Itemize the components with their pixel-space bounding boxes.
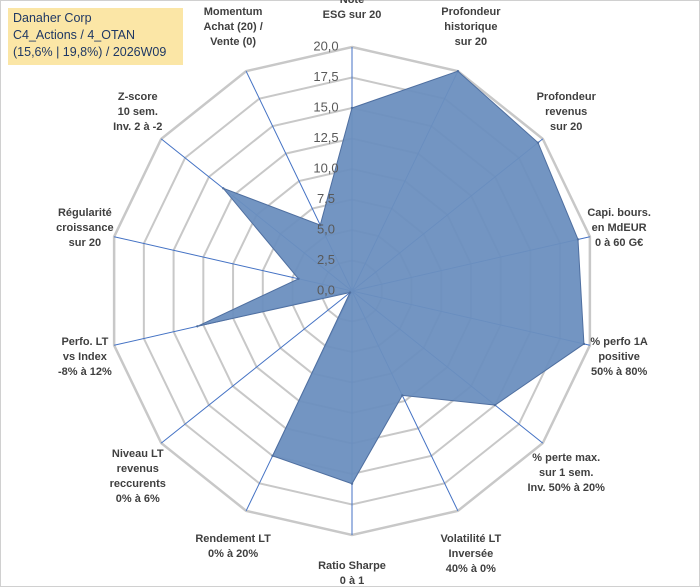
data-point (576, 238, 580, 241)
radial-tick-label: 10,0 (313, 160, 338, 175)
data-series-area (197, 70, 585, 485)
axis-label: Profondeur historique sur 20 (441, 6, 501, 48)
chart-title-box: Danaher Corp C4_Actions / 4_OTAN (15,6% … (8, 8, 183, 65)
axis-label: Volatilité LT Inversée 40% à 0% (441, 533, 502, 575)
axis-label: % perte max. sur 1 sem. Inv. 50% à 20% (527, 452, 605, 494)
data-point (536, 141, 540, 144)
axis-label: Ratio Sharpe 0 à 1 (318, 560, 386, 587)
radial-tick-label: 2,5 (317, 252, 335, 267)
axis-label: Note ESG sur 20 (323, 0, 382, 21)
data-point (196, 325, 199, 328)
axis-spoke (160, 290, 353, 444)
title-line-3: (15,6% | 19,8%) / 2026W09 (13, 45, 167, 59)
data-point (582, 342, 586, 346)
data-point (401, 394, 404, 397)
title-line-2: C4_Actions / 4_OTAN (13, 28, 136, 42)
axis-label: Z-score 10 sem. Inv. 2 à -2 (113, 91, 162, 133)
data-point (348, 291, 352, 294)
radial-tick-label: 15,0 (313, 99, 338, 114)
data-point (319, 223, 322, 227)
radial-tick-label: 5,0 (317, 221, 335, 236)
axis-label: % perfo 1A positive 50% à 80% (590, 336, 648, 378)
radial-tick-label: 7,5 (317, 191, 335, 206)
radial-tick-label: 20,0 (313, 38, 338, 53)
data-point (493, 403, 497, 407)
axis-label: Momentum Achat (20) / Vente (0) (203, 6, 262, 48)
data-point (456, 69, 460, 73)
data-point (350, 106, 354, 110)
data-point (297, 277, 300, 280)
radial-tick-label: 0,0 (317, 282, 335, 297)
axis-label: Capi. bours. en MdEUR 0 à 60 G€ (587, 207, 651, 249)
axis-label: Régularité croissance sur 20 (56, 207, 113, 249)
axis-label: Niveau LT revenus reccurents 0% à 6% (110, 448, 166, 505)
axis-label: Profondeur revenus sur 20 (537, 91, 597, 133)
radial-tick-label: 12,5 (313, 130, 338, 145)
data-point (271, 454, 274, 458)
data-point (222, 187, 225, 190)
data-point (350, 482, 354, 485)
title-line-1: Danaher Corp (13, 11, 92, 25)
axis-label: Rendement LT 0% à 20% (195, 533, 271, 560)
radial-tick-label: 17,5 (313, 69, 338, 84)
axis-label: Perfo. LT vs Index -8% à 12% (58, 336, 112, 378)
